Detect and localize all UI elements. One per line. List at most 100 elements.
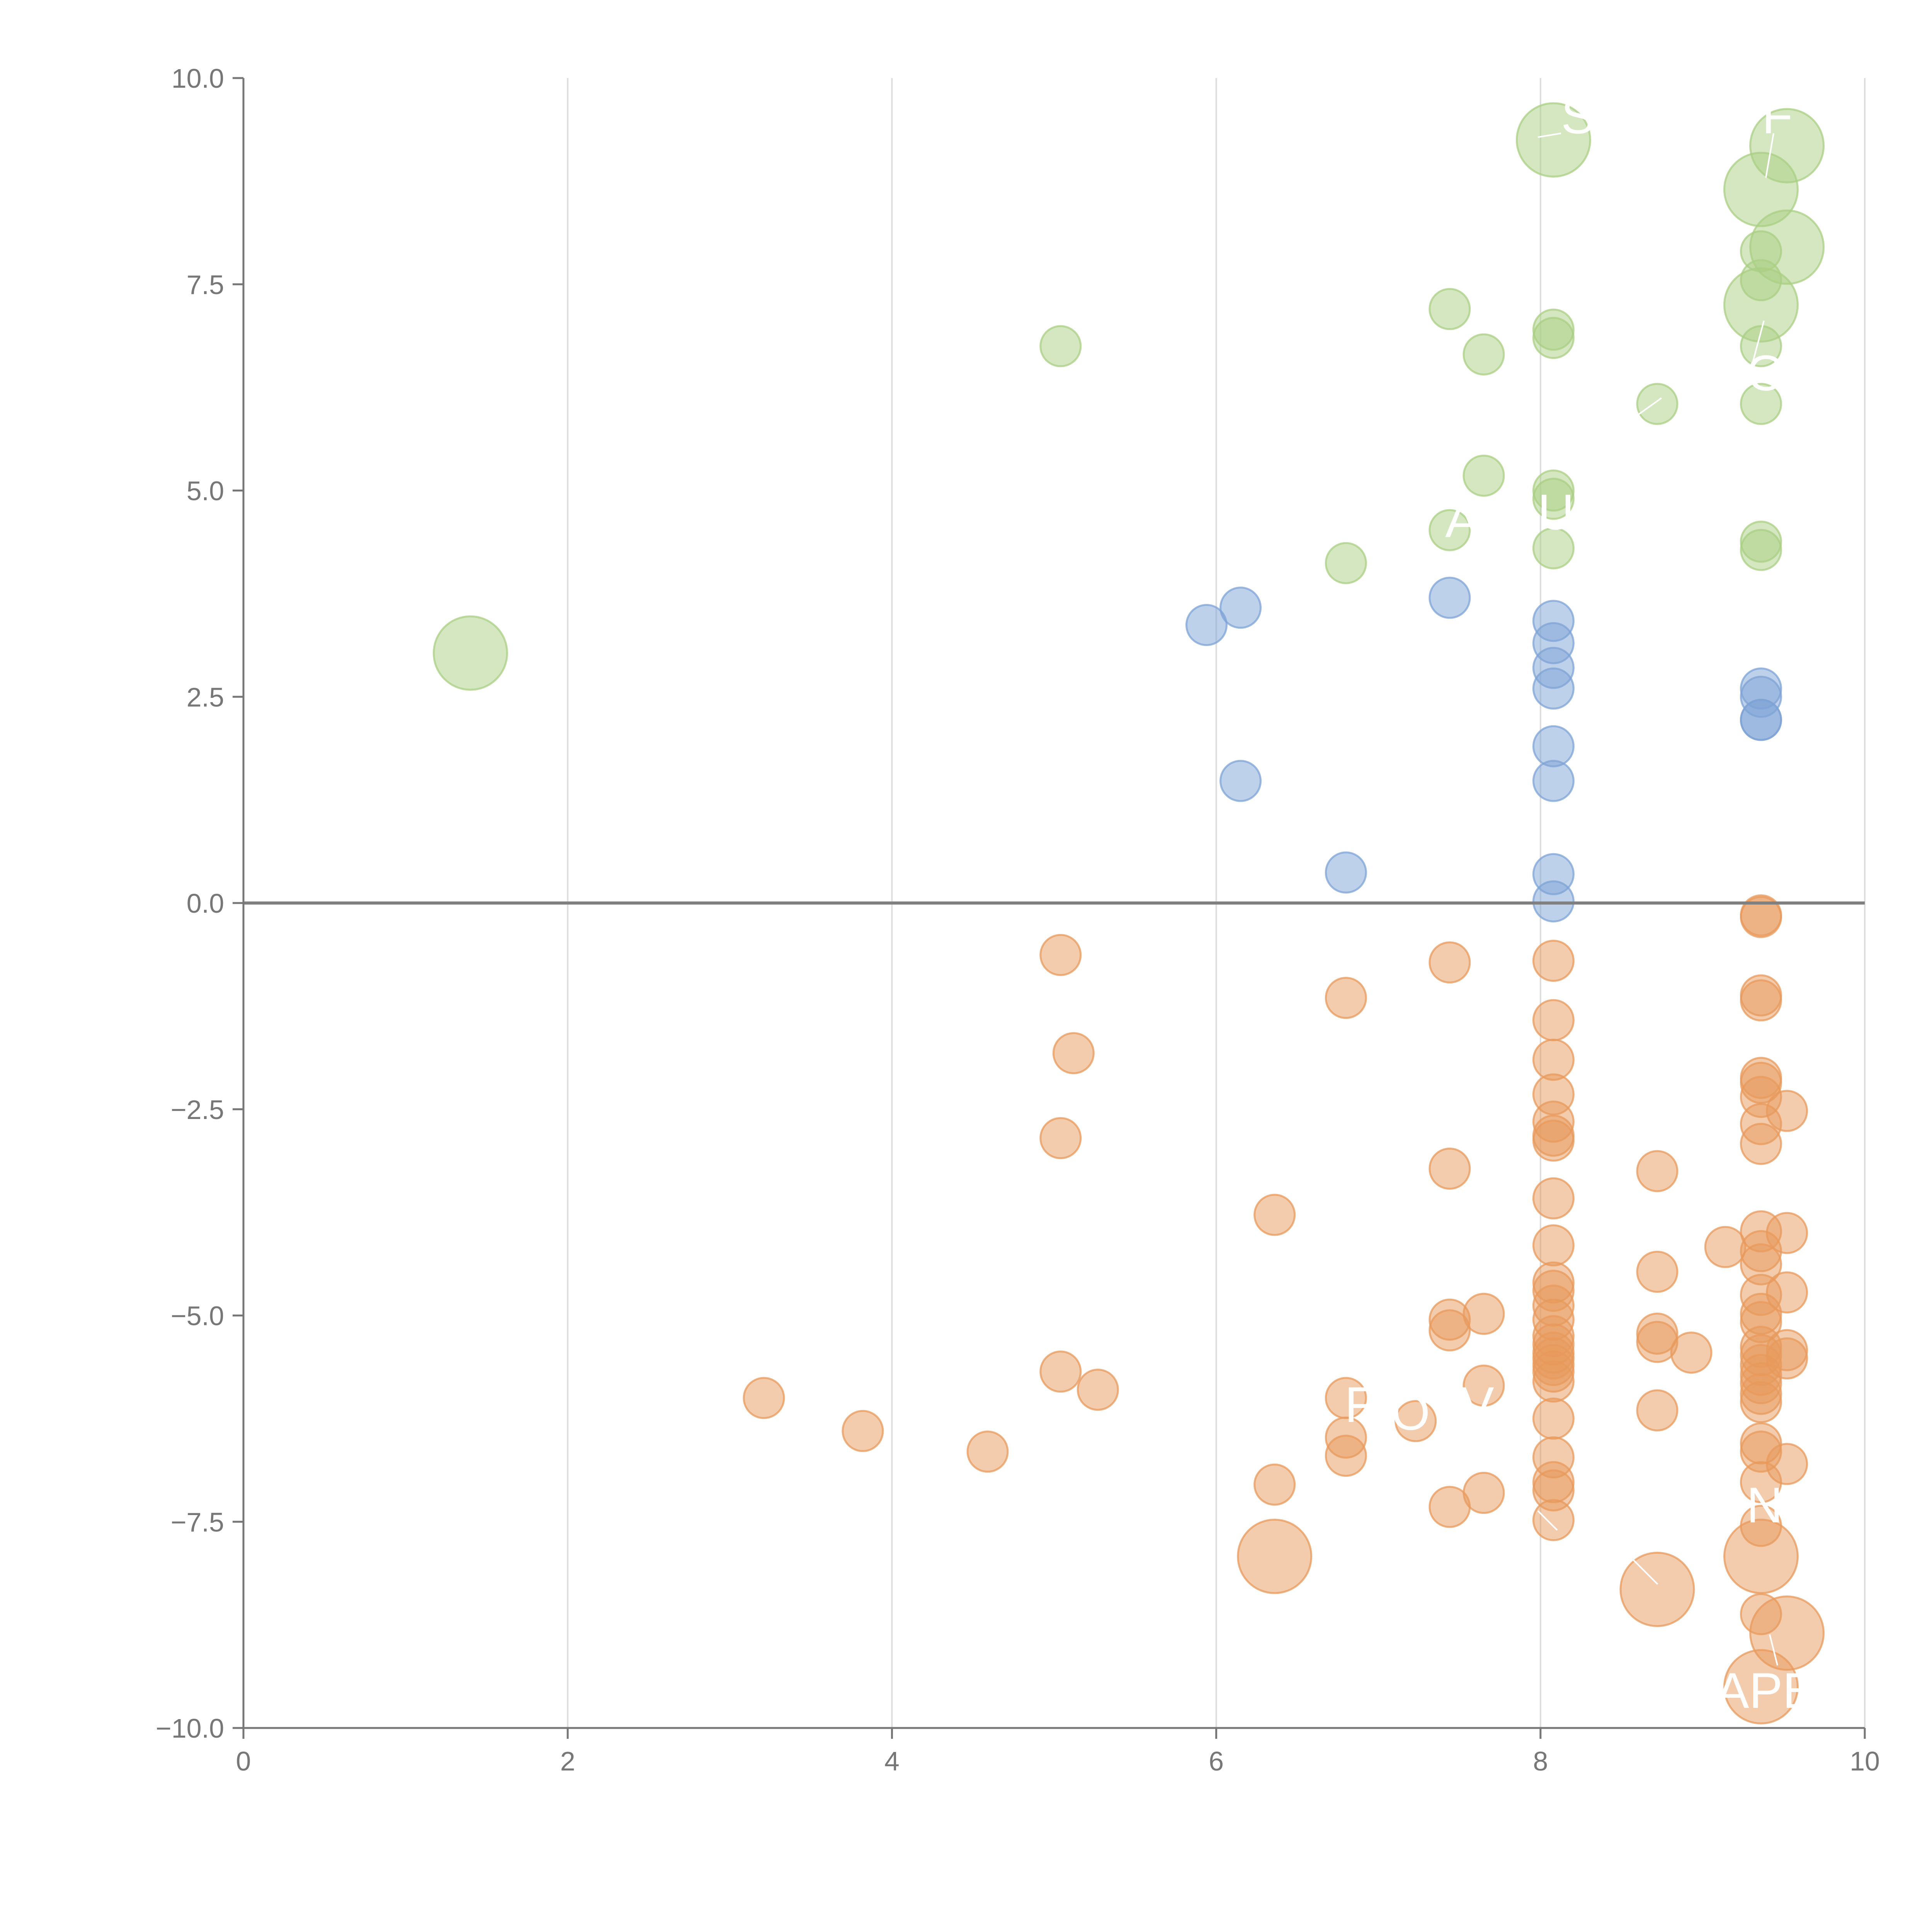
data-point-green	[1740, 325, 1782, 367]
data-point-orange	[1532, 1360, 1575, 1403]
data-point-orange	[1740, 1381, 1782, 1423]
data-point-green	[1532, 478, 1575, 520]
data-point-orange	[1670, 1332, 1713, 1374]
y-tick-label: 2.5	[187, 682, 224, 712]
data-point-orange	[1039, 1117, 1082, 1159]
y-tick-label: −10.0	[156, 1713, 224, 1743]
y-tick-label: −5.0	[171, 1301, 224, 1331]
data-point-green	[432, 615, 508, 691]
data-point-green	[1429, 288, 1471, 330]
data-point-orange	[1429, 1486, 1471, 1528]
data-point-orange	[1532, 1224, 1575, 1267]
data-point-green	[1429, 509, 1471, 551]
data-point-orange	[1532, 1397, 1575, 1440]
data-point-orange	[1463, 1364, 1505, 1407]
data-point-green	[1740, 529, 1782, 571]
data-point-orange	[1253, 1463, 1296, 1506]
data-point-blue	[1532, 880, 1575, 923]
y-tick-label: −7.5	[171, 1507, 224, 1537]
data-point-blue	[1219, 587, 1262, 629]
data-point-orange	[1740, 1122, 1782, 1165]
bubble-layer	[432, 102, 1825, 1725]
x-tick-label: 10	[1850, 1746, 1880, 1776]
data-point-orange	[1704, 1226, 1747, 1268]
data-point-orange	[1532, 1177, 1575, 1219]
x-tick-label: 6	[1209, 1746, 1224, 1776]
data-point-blue	[1429, 577, 1471, 619]
annotation-label: O	[1391, 1384, 1430, 1440]
x-tick-label: 2	[560, 1746, 575, 1776]
data-point-orange	[1740, 896, 1782, 938]
data-point-orange	[1532, 999, 1575, 1041]
data-point-orange	[1636, 1250, 1679, 1293]
data-point-orange	[1723, 1649, 1799, 1725]
annotation-label: V	[1461, 1376, 1494, 1433]
data-point-orange	[1253, 1194, 1296, 1236]
leader-line	[1750, 320, 1765, 371]
data-point-orange	[1052, 1032, 1095, 1075]
data-point-orange	[1740, 979, 1782, 1022]
leader-line	[1537, 1510, 1558, 1531]
data-point-green	[1463, 333, 1505, 376]
annotation-label: A	[1445, 492, 1479, 548]
data-point-orange	[1636, 1150, 1679, 1192]
x-tick-label: 4	[884, 1746, 900, 1776]
leader-line	[1634, 397, 1662, 418]
x-tick-label: 0	[236, 1746, 251, 1776]
data-point-orange	[1532, 939, 1575, 982]
y-tick-label: 10.0	[172, 63, 224, 94]
axes: 0 2 4 6 8 10 10.0 7.5 5.0 2.5 0.0 −2.5 −5.0 −7.5 −10.0	[156, 63, 1880, 1776]
leader-line	[1769, 1634, 1778, 1666]
data-point-orange	[1429, 941, 1471, 984]
y-tick-label: 5.0	[187, 476, 224, 506]
data-point-orange	[1395, 1400, 1437, 1442]
data-point-orange	[1077, 1369, 1119, 1411]
data-point-blue	[1532, 760, 1575, 802]
annotation-label: U	[1538, 484, 1574, 540]
data-point-orange	[966, 1430, 1009, 1473]
leader-line	[1537, 133, 1561, 138]
data-point-orange	[1237, 1519, 1313, 1594]
y-tick-label: −2.5	[171, 1095, 224, 1125]
annotation-label: N	[1747, 1477, 1783, 1533]
annotation-label: O	[1747, 345, 1786, 401]
annotation-label: S	[1561, 88, 1595, 144]
data-point-green	[1463, 454, 1505, 497]
data-point-orange	[743, 1377, 785, 1419]
data-point-green	[1532, 527, 1575, 570]
data-point-blue	[1325, 851, 1367, 894]
y-tick-label: 7.5	[187, 270, 224, 300]
data-point-green	[1515, 102, 1591, 178]
data-point-green	[1325, 542, 1367, 584]
x-tick-label: 8	[1533, 1746, 1548, 1776]
bubble-labels: S F O A U F O V N APE	[1345, 88, 1816, 1719]
data-point-orange	[1532, 1499, 1575, 1541]
data-point-orange	[1039, 934, 1082, 976]
data-point-blue	[1532, 667, 1575, 710]
data-point-green	[1532, 317, 1575, 359]
data-point-orange	[1039, 1350, 1082, 1393]
data-point-green	[1740, 383, 1782, 425]
annotation-label: F	[1762, 88, 1793, 144]
data-point-orange	[842, 1410, 884, 1452]
data-point-orange	[1619, 1551, 1695, 1627]
annotation-label: F	[1345, 1376, 1375, 1433]
data-point-blue	[1185, 604, 1228, 646]
data-point-orange	[1740, 1461, 1782, 1503]
data-point-blue	[1740, 699, 1782, 741]
data-point-orange	[1325, 977, 1367, 1019]
data-point-green	[1039, 325, 1082, 367]
data-point-orange	[1636, 1389, 1679, 1432]
leader-line	[1622, 1549, 1658, 1585]
annotation-label: APE	[1716, 1662, 1816, 1719]
y-tick-label: 0.0	[187, 888, 224, 918]
leader-line	[1765, 133, 1774, 178]
data-point-orange	[1325, 1434, 1367, 1477]
data-point-blue	[1219, 760, 1262, 802]
data-point-orange	[1429, 1309, 1471, 1352]
data-point-orange	[1532, 1119, 1575, 1162]
data-point-orange	[1429, 1147, 1471, 1190]
data-point-green	[1636, 383, 1679, 425]
